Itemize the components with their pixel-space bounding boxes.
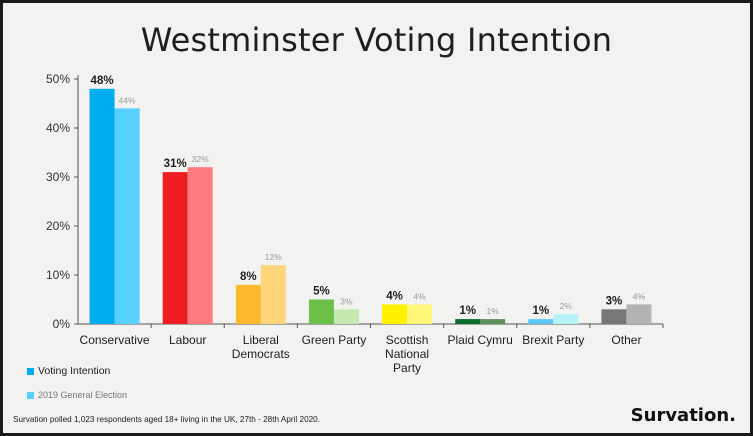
- x-tick-label-plaid-cymru: Plaid Cymru: [448, 333, 513, 347]
- data-label-green-party-2019-general-election: 3%: [340, 296, 353, 306]
- data-label-labour-2019-general-election: 32%: [192, 154, 209, 164]
- bar-scottish-national-party-2019-general-election: [407, 304, 433, 324]
- bar-liberal-democrats-voting-intention: [235, 284, 261, 324]
- data-label-brexit-party-2019-general-election: 2%: [560, 301, 573, 311]
- data-label-plaid-cymru-voting-intention: 1%: [459, 305, 476, 317]
- chart-panel: Westminster Voting Intention 0% 10% 20% 30%…: [3, 3, 750, 433]
- brand-logo: Survation.: [630, 405, 736, 426]
- bar-green-party-voting-intention: [308, 299, 334, 324]
- x-tick-label-other: Other: [611, 333, 641, 347]
- data-label-labour-voting-intention: 31%: [164, 158, 187, 170]
- data-label-plaid-cymru-2019-general-election: 1%: [487, 306, 500, 316]
- x-tick-label-labour: Labour: [169, 333, 206, 347]
- bar-labour-voting-intention: [162, 172, 188, 324]
- x-tick-label-scottish-national-party: Scottish National Party: [385, 333, 429, 375]
- chart-title: Westminster Voting Intention: [140, 21, 613, 59]
- y-tick-label: 0%: [53, 317, 71, 331]
- data-label-conservative-voting-intention: 48%: [91, 75, 114, 87]
- bar-plaid-cymru-voting-intention: [455, 319, 481, 324]
- legend-item-2019-general-election: 2019 General Election: [27, 390, 127, 400]
- bar-brexit-party-2019-general-election: [553, 314, 579, 324]
- bar-scottish-national-party-voting-intention: [382, 304, 408, 324]
- x-tick-label-green-party: Green Party: [302, 333, 367, 347]
- data-label-conservative-2019-general-election: 44%: [119, 95, 136, 105]
- x-tick-label-liberal-democrats: Liberal Democrats: [232, 333, 290, 361]
- legend-item-voting-intention: Voting Intention: [27, 365, 110, 377]
- legend-label-voting-intention: Voting Intention: [38, 365, 111, 377]
- y-tick-label: 40%: [46, 121, 70, 135]
- bar-labour-2019-general-election: [187, 167, 213, 324]
- bar-liberal-democrats-2019-general-election: [260, 265, 286, 324]
- y-tick-label: 50%: [46, 72, 70, 86]
- x-tick-label-brexit-party: Brexit Party: [522, 333, 584, 347]
- data-label-scottish-national-party-2019-general-election: 4%: [413, 291, 426, 301]
- bar-conservative-voting-intention: [89, 88, 115, 324]
- bar-brexit-party-voting-intention: [528, 319, 554, 324]
- bar-other-voting-intention: [601, 309, 627, 324]
- bar-green-party-2019-general-election: [333, 309, 359, 324]
- bar-chart: 0% 10% 20% 30% 40% 50% 48% 44% Conservative 31% 32…: [46, 72, 664, 375]
- y-tick-label: 20%: [46, 219, 70, 233]
- data-label-other-voting-intention: 3%: [606, 295, 623, 307]
- y-tick-label: 30%: [46, 170, 70, 184]
- legend-swatch-2019-general-election: [27, 391, 34, 399]
- legend-swatch-voting-intention: [27, 367, 34, 375]
- data-label-brexit-party-voting-intention: 1%: [533, 305, 550, 317]
- y-tick-label: 10%: [46, 268, 70, 282]
- footnote: Survation polled 1,023 respondents aged …: [13, 415, 321, 424]
- legend-label-2019-general-election: 2019 General Election: [38, 390, 128, 400]
- bar-plaid-cymru-2019-general-election: [480, 319, 506, 324]
- data-label-liberal-democrats-2019-general-election: 12%: [265, 252, 282, 262]
- x-tick-label-conservative: Conservative: [80, 333, 150, 347]
- bar-conservative-2019-general-election: [114, 108, 140, 325]
- data-label-other-2019-general-election: 4%: [633, 291, 646, 301]
- bar-other-2019-general-election: [626, 304, 652, 324]
- data-label-scottish-national-party-voting-intention: 4%: [386, 290, 403, 302]
- data-label-green-party-voting-intention: 5%: [313, 286, 330, 298]
- data-label-liberal-democrats-voting-intention: 8%: [240, 271, 257, 283]
